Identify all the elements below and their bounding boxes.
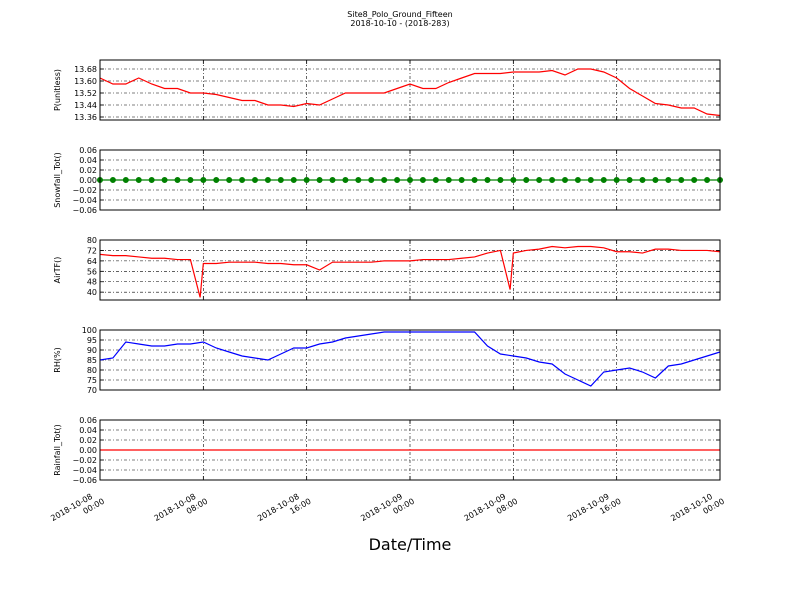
data-point	[613, 177, 620, 183]
y-tick-label: 0.02	[79, 436, 97, 445]
y-tick-label: 0.04	[79, 426, 97, 435]
y-tick-label: 80	[87, 236, 97, 245]
y-axis-title: AirTF()	[53, 257, 62, 284]
data-point	[161, 177, 168, 183]
y-tick-label: 0.06	[79, 416, 97, 425]
y-tick-label: 13.36	[74, 113, 97, 122]
x-axis-title: Date/Time	[369, 535, 452, 554]
data-line	[99, 245, 721, 298]
y-tick-label: 13.44	[74, 101, 97, 110]
data-point	[510, 177, 517, 183]
y-tick-label: 56	[87, 267, 97, 276]
data-point	[639, 177, 646, 183]
y-tick-label: −0.04	[72, 196, 97, 205]
data-point	[226, 177, 233, 183]
y-tick-label: 48	[87, 278, 97, 287]
data-point	[394, 177, 401, 183]
y-tick-label: 13.68	[74, 65, 97, 74]
data-point	[174, 177, 181, 183]
data-point	[471, 177, 478, 183]
data-point	[135, 177, 142, 183]
plot-frame	[99, 419, 721, 481]
data-point	[445, 177, 452, 183]
y-tick-label: 64	[87, 257, 97, 266]
data-point	[704, 177, 711, 183]
y-tick-label: 100	[82, 326, 97, 335]
plot-frame	[99, 329, 721, 391]
chart-subtitle: 2018-10-10 - (2018-283)	[350, 19, 449, 28]
y-tick-label: 40	[87, 288, 97, 297]
plot-frame	[99, 239, 721, 301]
y-tick-label: 0.06	[79, 146, 97, 155]
data-point	[497, 177, 504, 183]
y-tick-label: 0.04	[79, 156, 97, 165]
y-tick-label: −0.06	[72, 476, 97, 485]
data-line	[99, 68, 721, 117]
data-point	[148, 177, 155, 183]
data-point	[109, 177, 116, 183]
data-point	[122, 177, 129, 183]
y-tick-label: 90	[87, 346, 97, 355]
data-point	[187, 177, 194, 183]
data-point	[665, 177, 672, 183]
data-point	[290, 177, 297, 183]
data-point	[419, 177, 426, 183]
data-point	[355, 177, 362, 183]
y-tick-label: −0.04	[72, 466, 97, 475]
y-tick-label: 0.00	[79, 176, 97, 185]
data-point	[600, 177, 607, 183]
data-point	[574, 177, 581, 183]
y-tick-label: 95	[87, 336, 97, 345]
y-tick-label: 13.52	[74, 89, 97, 98]
y-tick-label: −0.02	[72, 456, 97, 465]
y-tick-label: 75	[87, 376, 97, 385]
data-point	[264, 177, 271, 183]
data-point	[329, 177, 336, 183]
data-point	[652, 177, 659, 183]
y-tick-label: −0.02	[72, 186, 97, 195]
data-point	[407, 177, 413, 183]
y-axis-title: RH(%)	[53, 347, 62, 372]
y-axis-title: Rainfall_Tot()	[53, 424, 62, 476]
data-point	[432, 177, 439, 183]
data-point	[536, 177, 543, 183]
plot-frame	[99, 59, 721, 121]
data-point	[381, 177, 388, 183]
y-tick-label: 70	[87, 386, 97, 395]
y-axis-title: P(unitless)	[53, 69, 62, 111]
data-point	[691, 177, 698, 183]
data-point	[200, 177, 207, 183]
y-tick-label: 80	[87, 366, 97, 375]
y-tick-label: 0.02	[79, 166, 97, 175]
data-point	[368, 177, 375, 183]
plot-frame	[99, 149, 721, 211]
y-tick-label: −0.06	[72, 206, 97, 215]
y-tick-label: 72	[87, 246, 97, 255]
data-point	[252, 177, 258, 183]
data-point	[213, 177, 220, 183]
data-point	[678, 177, 685, 183]
data-point	[626, 177, 633, 183]
data-point	[342, 177, 349, 183]
data-point	[562, 177, 568, 183]
data-point	[316, 177, 323, 183]
data-point	[277, 177, 284, 183]
data-point	[549, 177, 556, 183]
y-tick-label: 85	[87, 356, 97, 365]
data-point	[484, 177, 491, 183]
data-point	[458, 177, 465, 183]
y-axis-title: Snowfall_Tot()	[53, 152, 62, 208]
data-point	[523, 177, 530, 183]
data-point	[587, 177, 594, 183]
y-tick-label: 0.00	[79, 446, 97, 455]
data-point	[239, 177, 246, 183]
y-tick-label: 13.60	[74, 77, 97, 86]
data-point	[303, 177, 310, 183]
data-line	[99, 331, 721, 387]
chart-title: Site8_Polo_Ground_Fifteen	[347, 10, 452, 19]
